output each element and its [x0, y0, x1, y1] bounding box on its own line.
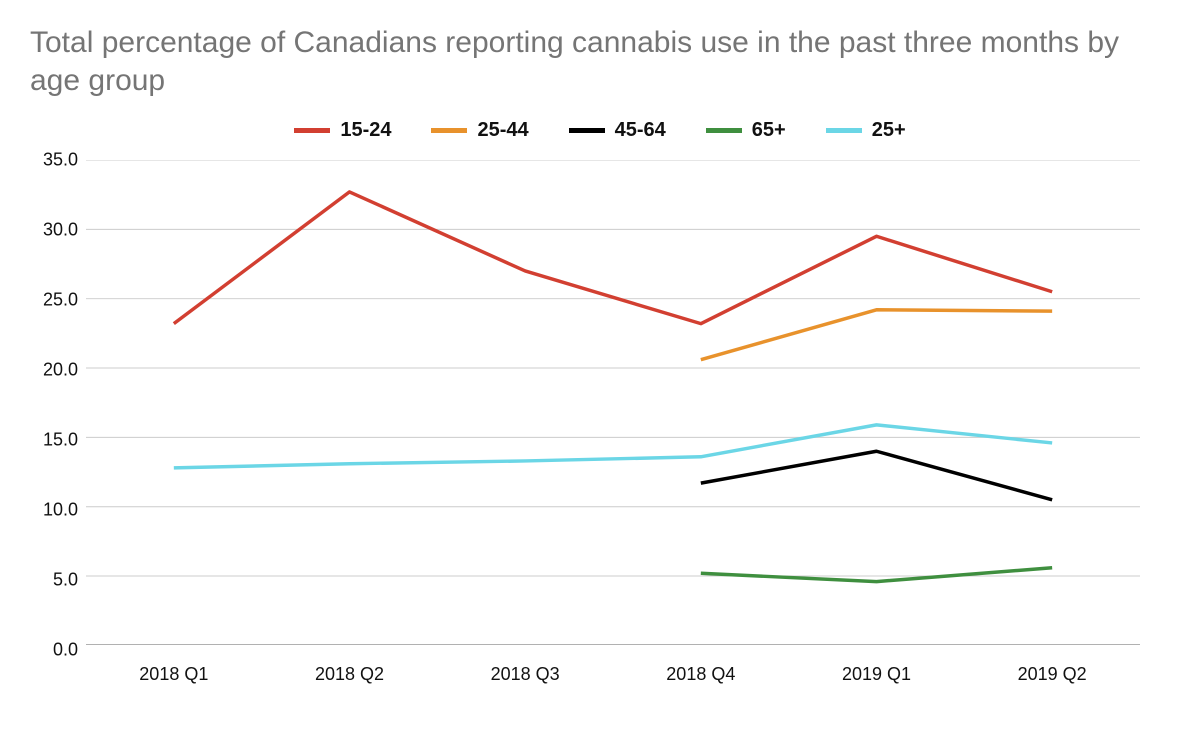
- y-tick-label: 5.0: [53, 570, 78, 591]
- legend-swatch: [569, 128, 605, 133]
- legend-item: 25+: [826, 119, 906, 142]
- series-line: [701, 568, 1052, 582]
- x-tick-label: 2018 Q4: [666, 664, 735, 685]
- y-tick-label: 20.0: [43, 360, 78, 381]
- legend-item: 65+: [706, 119, 786, 142]
- x-tick-label: 2019 Q2: [1018, 664, 1087, 685]
- series-line: [174, 425, 1052, 468]
- y-tick-label: 0.0: [53, 640, 78, 661]
- line-chart-svg: [86, 160, 1140, 645]
- y-tick-label: 25.0: [43, 290, 78, 311]
- legend-item: 25-44: [431, 119, 528, 142]
- x-tick-label: 2018 Q3: [491, 664, 560, 685]
- series-line: [701, 451, 1052, 500]
- legend-swatch: [294, 128, 330, 133]
- y-axis-labels: 0.05.010.015.020.025.030.035.0: [30, 160, 78, 650]
- legend-swatch: [706, 128, 742, 133]
- legend-label: 45-64: [615, 119, 666, 142]
- y-tick-label: 35.0: [43, 150, 78, 171]
- plot-area: 0.05.010.015.020.025.030.035.0: [86, 160, 1140, 650]
- legend-item: 15-24: [294, 119, 391, 142]
- x-tick-label: 2018 Q2: [315, 664, 384, 685]
- legend: 15-24 25-44 45-64 65+ 25+: [30, 119, 1170, 142]
- x-tick-label: 2018 Q1: [139, 664, 208, 685]
- legend-label: 65+: [752, 119, 786, 142]
- series-line: [701, 310, 1052, 360]
- x-tick-label: 2019 Q1: [842, 664, 911, 685]
- legend-swatch: [431, 128, 467, 133]
- y-tick-label: 10.0: [43, 500, 78, 521]
- legend-label: 25-44: [477, 119, 528, 142]
- y-tick-label: 30.0: [43, 220, 78, 241]
- legend-swatch: [826, 128, 862, 133]
- x-axis-labels: 2018 Q1 2018 Q2 2018 Q3 2018 Q4 2019 Q1 2019 …: [86, 650, 1140, 690]
- series-line: [174, 192, 1052, 324]
- legend-item: 45-64: [569, 119, 666, 142]
- legend-label: 15-24: [340, 119, 391, 142]
- chart-title: Total percentage of Canadians reporting …: [30, 24, 1170, 99]
- chart-container: Total percentage of Canadians reporting …: [0, 0, 1190, 734]
- legend-label: 25+: [872, 119, 906, 142]
- y-tick-label: 15.0: [43, 430, 78, 451]
